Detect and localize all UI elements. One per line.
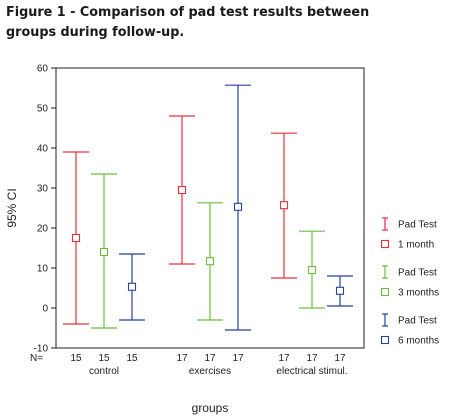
n-count: 15	[126, 353, 138, 364]
mean-marker	[307, 265, 317, 275]
n-count: 15	[98, 353, 110, 364]
n-count: 17	[176, 353, 188, 364]
y-tick-label: -10	[34, 344, 49, 355]
mean-marker	[99, 247, 109, 257]
n-label: N=	[30, 353, 43, 364]
n-count: 17	[204, 353, 216, 364]
mean-marker	[335, 286, 345, 295]
n-count: 17	[278, 353, 290, 364]
group-label: exercises	[189, 366, 231, 377]
mean-marker	[177, 185, 187, 195]
legend-mean-icon	[380, 335, 390, 345]
n-count: 17	[306, 353, 318, 364]
legend-mean-icon	[380, 287, 390, 297]
mean-marker	[233, 202, 243, 211]
group-label: electrical stimul.	[276, 366, 347, 377]
y-tick-label: 60	[37, 64, 49, 75]
figure-title: Figure 1 - Comparison of pad test result…	[6, 4, 370, 40]
y-tick-label: 0	[42, 304, 48, 315]
y-tick-label: 40	[37, 144, 49, 155]
mean-marker	[71, 233, 81, 243]
legend-mean-label: 1 month	[398, 240, 434, 251]
y-tick-label: 30	[37, 184, 49, 195]
y-axis: -10 0 10 20 30 40 50 60	[34, 64, 56, 355]
x-axis-label: groups	[192, 401, 229, 415]
legend-bar-label: Pad Test	[398, 220, 437, 231]
y-tick-label: 10	[37, 264, 49, 275]
legend-bar-label: Pad Test	[398, 268, 437, 279]
legend: Pad Test 1 month Pad Test 3 months Pad Test 6…	[380, 217, 439, 347]
mean-marker	[279, 201, 289, 210]
n-count: 17	[232, 353, 244, 364]
plot-frame	[55, 67, 365, 349]
n-count: 15	[70, 353, 82, 364]
legend-mean-icon	[380, 239, 390, 249]
n-count: 17	[334, 353, 346, 364]
legend-mean-label: 3 months	[398, 288, 439, 299]
mean-marker	[205, 257, 215, 266]
error-bars	[63, 84, 353, 331]
mean-marker	[127, 282, 137, 291]
y-tick-label: 20	[37, 224, 49, 235]
legend-bar-label: Pad Test	[398, 316, 437, 327]
legend-mean-label: 6 months	[398, 336, 439, 347]
y-axis-label: 95% CI	[5, 188, 19, 227]
y-tick-label: 50	[37, 104, 49, 115]
group-label: control	[89, 366, 119, 377]
